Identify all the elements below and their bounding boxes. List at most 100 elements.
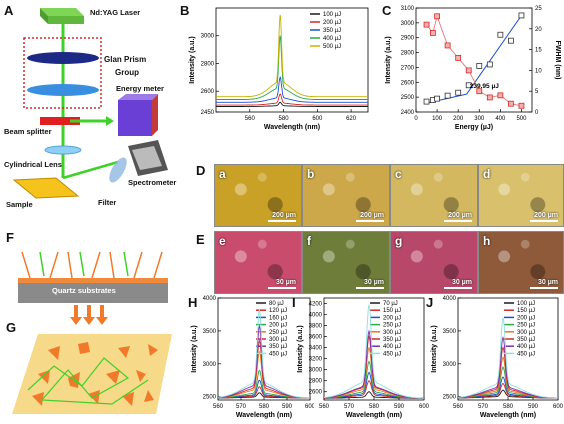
x-tick-label: 590 [394, 404, 405, 410]
chart-j: 560 570 580 590 600 2500 3000 3500 4000 Wavelengt… [431, 296, 564, 419]
series-line-7 [218, 309, 310, 399]
x-tick-label: 580 [369, 404, 380, 410]
y-axis-label: Intensity (a.u.) [297, 325, 304, 372]
spectrometer-label: Spectrometer [128, 178, 177, 187]
panel-letter-e: E [196, 232, 205, 247]
micrograph-letter: a [219, 167, 226, 181]
y-tick-label: 2500 [203, 395, 217, 401]
x-tick-label: 0 [414, 116, 418, 122]
x-tick-label: 580 [279, 116, 290, 122]
x-tick-label: 590 [528, 404, 539, 410]
legend-label: 350 µJ [383, 337, 401, 343]
legend-label: 100 µJ [517, 301, 535, 307]
y-tick-label: 2500 [401, 95, 415, 101]
x-tick-label: 570 [344, 404, 355, 410]
x-tick-label: 620 [346, 116, 357, 122]
e-micrograph-g: g 30 µm [390, 231, 478, 294]
series-line-4 [216, 14, 368, 98]
y-tick-label: 2600 [401, 80, 415, 86]
legend-label: 100 µJ [323, 12, 341, 18]
fwhm-point [455, 55, 462, 61]
chart-h: 560 570 580 590 600 2500 3000 3500 4000 Wavelengt… [191, 296, 314, 419]
prism-disc-2 [27, 84, 99, 96]
series-line-3 [216, 35, 368, 100]
legend-label: 200 µJ [269, 323, 287, 329]
threshold-annotation: 239.95 µJ [470, 83, 499, 90]
intensity-point [486, 61, 493, 68]
fwhm-point [508, 100, 514, 107]
y-tick-label: 3000 [201, 34, 215, 40]
fwhm-point [444, 42, 451, 49]
fwhm-point [465, 67, 472, 74]
series-line-6 [324, 329, 424, 399]
legend-label: 200 µJ [517, 315, 535, 321]
panel-letter-h: H [188, 295, 198, 310]
x-tick-label: 500 [516, 116, 527, 122]
micrograph-letter: d [483, 167, 491, 181]
random-laser-diagram [12, 334, 172, 414]
fwhm-point [497, 92, 504, 99]
legend-label: 250 µJ [517, 323, 535, 329]
chart-i: 560 570 580 590 600 2600 2800 3000 3200 3400 3600 3… [297, 297, 430, 419]
energy-meter-label: Energy meter [116, 84, 164, 93]
legend-label: 350 µJ [323, 28, 341, 34]
legend-label: 450 µJ [517, 351, 535, 357]
y-tick-label: 2400 [401, 110, 415, 116]
y2-tick-label: 20 [535, 27, 542, 33]
y-axis-label: Intensity (a.u.) [385, 36, 392, 83]
x-tick-label: 570 [478, 404, 489, 410]
x-axis-label: Wavelength (nm) [346, 412, 402, 419]
cylindrical-lens [44, 145, 82, 155]
fwhm-point [476, 88, 483, 95]
y-tick-label: 2600 [309, 390, 323, 396]
quartz-label: Quartz substrates [52, 286, 116, 295]
x-axis-label: Wavelength (nm) [264, 124, 320, 131]
y-tick-label: 2450 [201, 110, 215, 116]
intensity-point [444, 92, 451, 99]
x-tick-label: 200 [453, 116, 464, 122]
y-tick-label: 3200 [309, 357, 323, 363]
scale-bar: 200 µm [530, 212, 558, 222]
intensity-point [518, 12, 525, 19]
e-micrograph-h: h 30 µm [478, 231, 564, 294]
y2-tick-label: 25 [535, 6, 542, 12]
legend-label: 350 µJ [517, 337, 535, 343]
legend-label: 150 µJ [383, 308, 401, 314]
legend-label: 300 µJ [517, 330, 535, 336]
d-micrograph-d: d 200 µm [478, 164, 564, 227]
x-tick-label: 600 [419, 404, 430, 410]
laser-label: Nd:YAG Laser [90, 8, 141, 17]
micrograph-letter: f [307, 234, 311, 248]
quartz-diagram [18, 251, 168, 303]
legend-label: 200 µJ [323, 20, 341, 26]
scale-bar: 200 µm [268, 212, 296, 222]
y-tick-label: 3000 [309, 368, 323, 374]
y-tick-label: 3500 [203, 329, 217, 335]
panel-letter-b: B [180, 3, 190, 18]
x-tick-label: 560 [453, 404, 464, 410]
intensity-point [434, 95, 440, 102]
intensity-point [455, 89, 462, 96]
fwhm-point [429, 30, 436, 36]
panel-letter-f: F [6, 230, 14, 245]
y2-tick-label: 10 [535, 68, 542, 74]
setup-diagram [12, 8, 168, 199]
fit-line-2 [466, 15, 522, 95]
y-tick-label: 2900 [401, 36, 415, 42]
chart-c: 0 100 200 300 400 500240025002600270028002900… [385, 6, 561, 131]
micrograph-letter: g [395, 234, 403, 248]
x-tick-label: 560 [245, 116, 256, 122]
x-tick-label: 580 [259, 404, 270, 410]
x-tick-label: 600 [553, 404, 564, 410]
y2-tick-label: 5 [535, 89, 539, 95]
scale-bar: 200 µm [444, 212, 472, 222]
prism-label-1: Glan Prism [104, 55, 147, 64]
intensity-point [476, 63, 483, 69]
chart-b: 560 580 600 620 2450 2600 2800 3000 Wavelength (… [189, 7, 369, 131]
panel-letter-g: G [6, 320, 17, 335]
plot-frame [415, 7, 533, 113]
x-tick-label: 560 [213, 404, 224, 410]
legend-label: 400 µJ [383, 344, 401, 350]
panel-letter-j: J [426, 295, 434, 310]
intensity-point [465, 82, 472, 89]
